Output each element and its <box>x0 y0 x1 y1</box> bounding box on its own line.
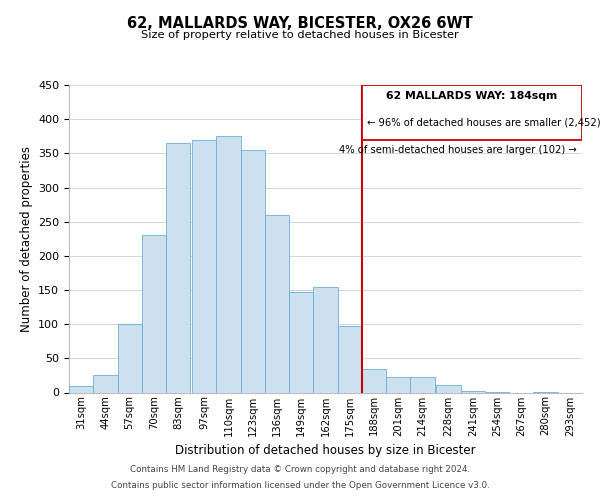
Bar <box>436 385 461 392</box>
Bar <box>142 236 166 392</box>
Text: Size of property relative to detached houses in Bicester: Size of property relative to detached ho… <box>141 30 459 40</box>
Bar <box>217 136 241 392</box>
Bar <box>241 150 265 392</box>
Y-axis label: Number of detached properties: Number of detached properties <box>20 146 32 332</box>
Text: Contains HM Land Registry data © Crown copyright and database right 2024.: Contains HM Land Registry data © Crown c… <box>130 465 470 474</box>
Bar <box>265 215 289 392</box>
Text: ← 96% of detached houses are smaller (2,452): ← 96% of detached houses are smaller (2,… <box>367 118 600 128</box>
Bar <box>362 368 386 392</box>
Text: 62, MALLARDS WAY, BICESTER, OX26 6WT: 62, MALLARDS WAY, BICESTER, OX26 6WT <box>127 16 473 31</box>
Bar <box>338 326 362 392</box>
Bar <box>386 378 410 392</box>
Bar <box>93 376 118 392</box>
Bar <box>313 286 338 393</box>
Bar <box>69 386 93 392</box>
X-axis label: Distribution of detached houses by size in Bicester: Distribution of detached houses by size … <box>175 444 476 457</box>
Bar <box>118 324 142 392</box>
Bar <box>410 378 434 392</box>
Bar <box>289 292 313 392</box>
Bar <box>461 391 485 392</box>
Text: 62 MALLARDS WAY: 184sqm: 62 MALLARDS WAY: 184sqm <box>386 91 557 101</box>
Bar <box>192 140 217 392</box>
Bar <box>166 143 190 392</box>
Text: 4% of semi-detached houses are larger (102) →: 4% of semi-detached houses are larger (1… <box>339 145 577 155</box>
Text: Contains public sector information licensed under the Open Government Licence v3: Contains public sector information licen… <box>110 481 490 490</box>
FancyBboxPatch shape <box>362 85 582 140</box>
